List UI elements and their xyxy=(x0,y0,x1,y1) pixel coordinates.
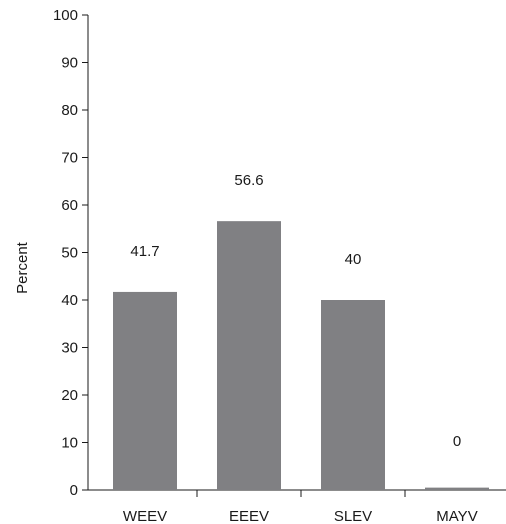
y-tick-label: 90 xyxy=(61,55,78,72)
y-tick-label: 0 xyxy=(70,482,78,499)
bar-weev xyxy=(113,291,177,490)
bar-eeev xyxy=(217,221,281,490)
bar-mayv xyxy=(425,487,489,490)
x-axis xyxy=(88,489,506,497)
category-label-mayv: MAYV xyxy=(436,508,477,524)
data-labels: 41.7 56.6 40 0 xyxy=(130,172,461,450)
y-tick-label: 30 xyxy=(61,340,78,357)
y-tick-label: 100 xyxy=(53,7,78,24)
y-axis-title: Percent xyxy=(14,241,31,294)
bar-slev xyxy=(321,300,385,490)
data-label-mayv: 0 xyxy=(453,433,461,450)
y-axis: 0 10 20 30 40 50 60 70 80 90 100 xyxy=(53,7,89,499)
data-label-eeev: 56.6 xyxy=(234,172,263,189)
data-label-slev: 40 xyxy=(345,251,362,268)
bars xyxy=(113,221,489,490)
y-tick-label: 40 xyxy=(61,292,78,309)
data-label-weev: 41.7 xyxy=(130,243,159,260)
category-label-eeev: EEEV xyxy=(229,508,269,524)
category-label-slev: SLEV xyxy=(334,508,372,524)
y-tick-label: 20 xyxy=(61,387,78,404)
y-tick-label: 10 xyxy=(61,435,78,452)
y-tick-label: 80 xyxy=(61,102,78,119)
y-tick-label: 60 xyxy=(61,197,78,214)
y-tick-label: 50 xyxy=(61,245,78,262)
y-tick-label: 70 xyxy=(61,150,78,167)
category-label-weev: WEEV xyxy=(123,508,167,524)
category-labels: WEEV EEEV SLEV MAYV xyxy=(123,508,478,524)
